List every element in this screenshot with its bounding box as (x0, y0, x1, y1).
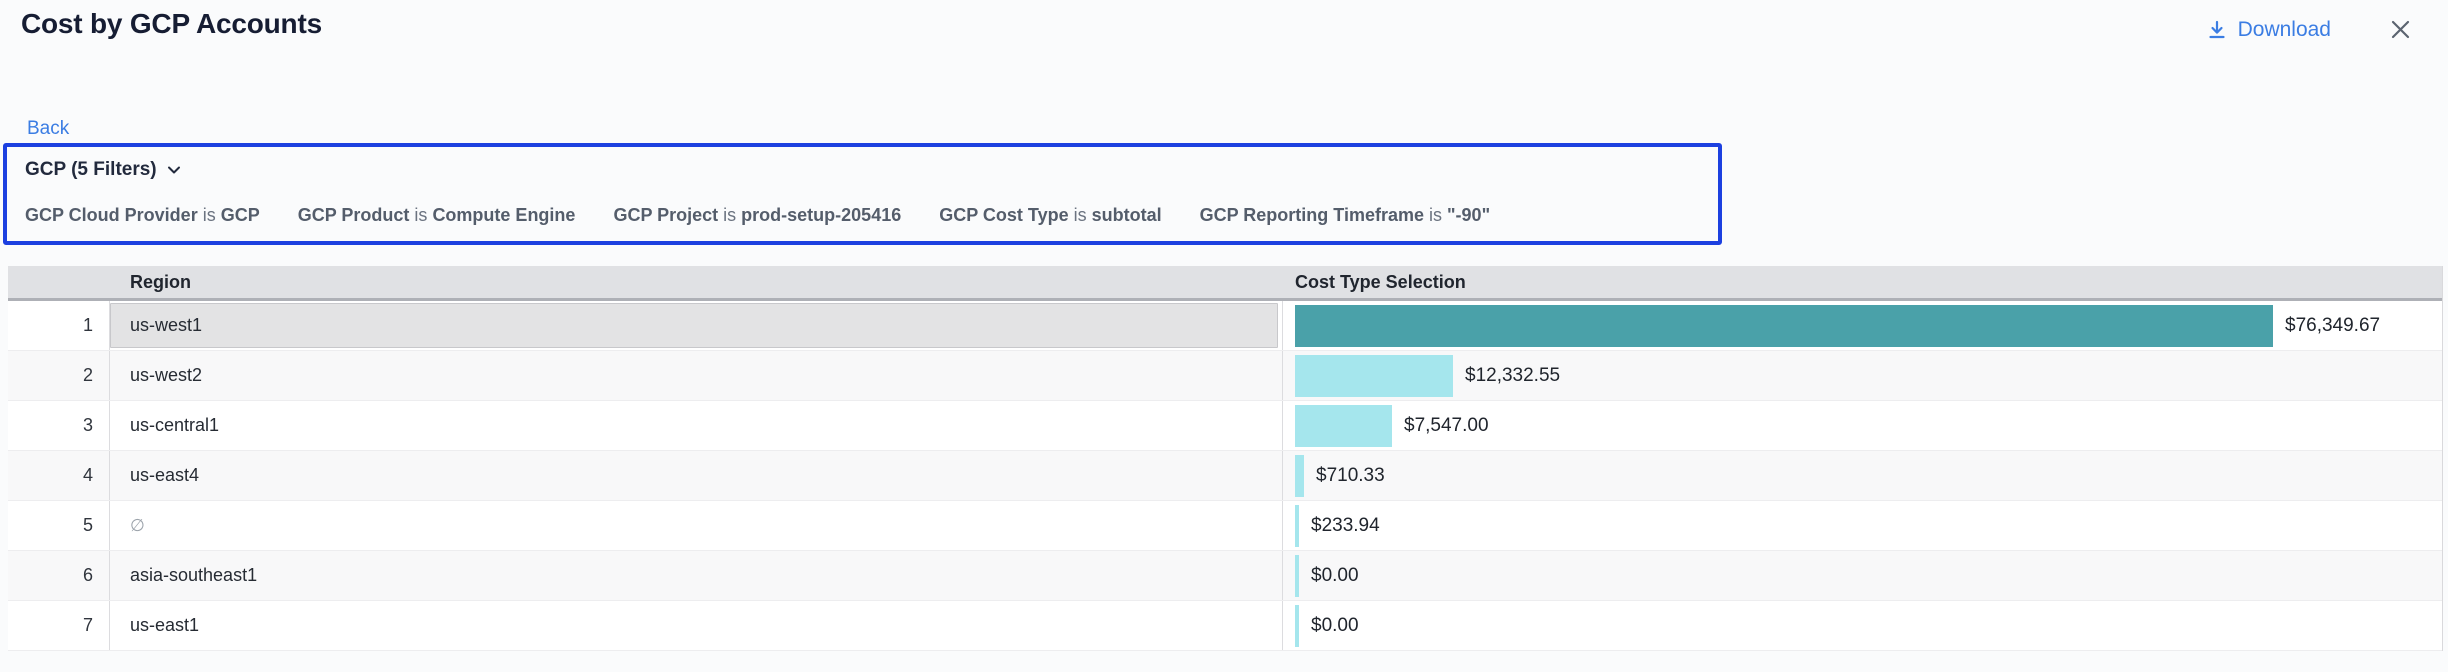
region-cell-value: asia-southeast1 (110, 551, 1282, 600)
filter-group-toggle[interactable]: GCP (5 Filters) (25, 159, 183, 181)
cost-value-label: $0.00 (1311, 565, 1359, 587)
row-number: 1 (8, 301, 110, 350)
filter-attribute: GCP Cost Type (939, 205, 1068, 225)
filter-chip[interactable]: GCP Cloud Provider is GCP (25, 205, 260, 226)
close-button[interactable] (2387, 16, 2414, 43)
filter-attribute: GCP Reporting Timeframe (1200, 205, 1424, 225)
filter-chip[interactable]: GCP Product is Compute Engine (298, 205, 576, 226)
filter-operator: is (718, 205, 741, 225)
row-number: 4 (8, 451, 110, 500)
cost-type-column-header[interactable]: Cost Type Selection (1283, 272, 2442, 293)
cost-cell[interactable]: $0.00 (1283, 601, 2442, 650)
cost-bar (1295, 555, 1299, 597)
cost-cell[interactable]: $0.00 (1283, 551, 2442, 600)
region-cell[interactable]: us-central1 (110, 401, 1283, 450)
cost-table: Region Cost Type Selection 1us-west1 $76,… (8, 266, 2443, 651)
cost-value-label: $12,332.55 (1465, 365, 1560, 387)
back-link[interactable]: Back (27, 118, 69, 140)
filter-chip[interactable]: GCP Reporting Timeframe is "-90" (1200, 205, 1491, 226)
filter-operator: is (409, 205, 432, 225)
filter-chip[interactable]: GCP Project is prod-setup-205416 (613, 205, 901, 226)
table-row: 1us-west1 $76,349.67 (8, 301, 2442, 351)
cost-value-label: $7,547.00 (1404, 415, 1489, 437)
region-cell-value: us-west2 (110, 351, 1282, 400)
filter-attribute: GCP Product (298, 205, 410, 225)
filter-attribute: GCP Project (613, 205, 718, 225)
region-cell[interactable]: asia-southeast1 (110, 551, 1283, 600)
region-cell[interactable]: us-west1 (110, 301, 1283, 350)
region-cell[interactable]: ∅ (110, 501, 1283, 550)
row-number: 6 (8, 551, 110, 600)
region-column-header[interactable]: Region (110, 272, 1283, 293)
table-row: 2us-west2 $12,332.55 (8, 351, 2442, 401)
filter-value: Compute Engine (432, 205, 575, 225)
table-row: 3us-central1 $7,547.00 (8, 401, 2442, 451)
table-row: 6asia-southeast1 $0.00 (8, 551, 2442, 601)
cost-cell[interactable]: $233.94 (1283, 501, 2442, 550)
table-body: 1us-west1$76,349.672us-west2$12,332.553u… (8, 301, 2442, 651)
cost-bar (1295, 505, 1299, 547)
download-label: Download (2238, 18, 2331, 42)
filter-summary-items: GCP Cloud Provider is GCP GCP Product is … (25, 205, 1490, 226)
region-cell[interactable]: us-east4 (110, 451, 1283, 500)
row-number: 7 (8, 601, 110, 650)
cost-value-label: $0.00 (1311, 615, 1359, 637)
cost-cell[interactable]: $12,332.55 (1283, 351, 2442, 400)
close-icon (2387, 16, 2414, 43)
row-number: 2 (8, 351, 110, 400)
region-cell-value: us-east1 (110, 601, 1282, 650)
filter-value: GCP (221, 205, 260, 225)
table-row: 7us-east1 $0.00 (8, 601, 2442, 651)
cost-value-label: $710.33 (1316, 465, 1385, 487)
cost-value-label: $76,349.67 (2285, 315, 2380, 337)
region-cell[interactable]: us-west2 (110, 351, 1283, 400)
chevron-down-icon (165, 161, 183, 179)
cost-bar (1295, 305, 2273, 347)
download-button[interactable]: Download (2206, 18, 2331, 42)
cost-cell[interactable]: $7,547.00 (1283, 401, 2442, 450)
row-number: 3 (8, 401, 110, 450)
cost-cell[interactable]: $76,349.67 (1283, 301, 2442, 350)
region-cell-selected: us-west1 (110, 303, 1278, 348)
page-title: Cost by GCP Accounts (21, 8, 322, 40)
filter-attribute: GCP Cloud Provider (25, 205, 198, 225)
cost-bar (1295, 605, 1299, 647)
filter-value: subtotal (1092, 205, 1162, 225)
cost-bar (1295, 355, 1453, 397)
filter-value: prod-setup-205416 (741, 205, 901, 225)
filter-chip[interactable]: GCP Cost Type is subtotal (939, 205, 1161, 226)
region-cell[interactable]: us-east1 (110, 601, 1283, 650)
row-number: 5 (8, 501, 110, 550)
filter-value: "-90" (1447, 205, 1490, 225)
cost-bar (1295, 455, 1304, 497)
table-row: 4us-east4 $710.33 (8, 451, 2442, 501)
region-cell-value: ∅ (110, 501, 1282, 550)
filter-operator: is (1424, 205, 1447, 225)
table-row: 5∅ $233.94 (8, 501, 2442, 551)
filter-operator: is (1069, 205, 1092, 225)
filter-group-label: GCP (5 Filters) (25, 159, 157, 181)
filter-operator: is (198, 205, 221, 225)
download-icon (2206, 19, 2228, 41)
cost-cell[interactable]: $710.33 (1283, 451, 2442, 500)
cost-value-label: $233.94 (1311, 515, 1380, 537)
region-cell-value: us-east4 (110, 451, 1282, 500)
table-header-row: Region Cost Type Selection (8, 266, 2442, 301)
cost-bar (1295, 405, 1392, 447)
region-cell-value: us-central1 (110, 401, 1282, 450)
filter-panel: GCP (5 Filters) GCP Cloud Provider is GC… (3, 143, 1722, 245)
header-actions: Download (2206, 16, 2414, 43)
